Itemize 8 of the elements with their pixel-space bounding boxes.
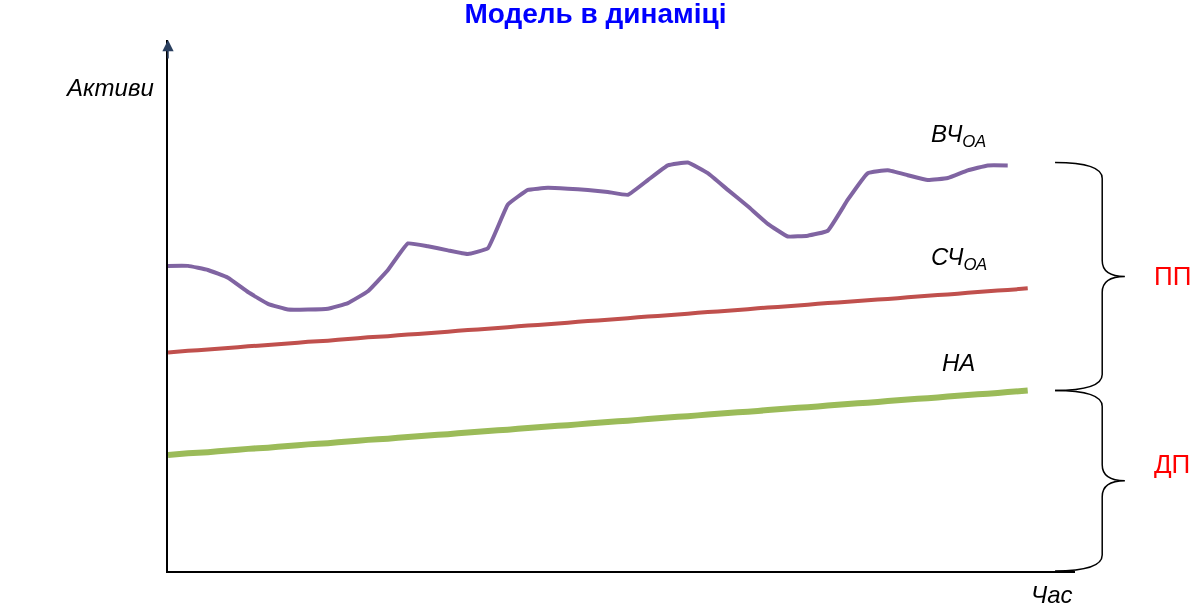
series-label: СЧ$_{ОА}$: [931, 243, 988, 275]
text: ПП: [1154, 261, 1191, 291]
text: ДП: [1154, 449, 1191, 479]
x-axis-title: Час: [1031, 581, 1073, 608]
y-axis-title: Активи: [65, 74, 154, 101]
series-label: НА: [942, 349, 976, 376]
chart-title: Модель в динаміці: [464, 0, 727, 29]
series-label: ВЧ$_{ОА}$: [931, 120, 987, 152]
